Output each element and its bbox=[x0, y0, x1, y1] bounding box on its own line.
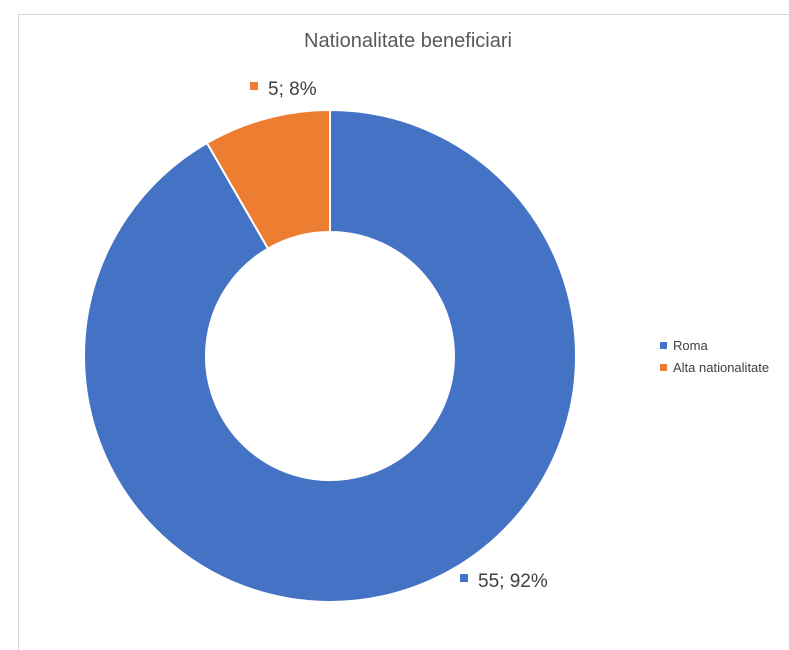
data-label-marker-roma bbox=[460, 574, 468, 582]
legend-swatch-roma bbox=[660, 341, 667, 349]
data-label-roma: 55; 92% bbox=[460, 571, 548, 592]
data-label-alta-nationalitate: 5; 8% bbox=[250, 79, 317, 100]
data-label-text-roma: 55; 92% bbox=[478, 571, 548, 592]
chart-border-left bbox=[18, 14, 19, 650]
data-label-text-alta-nationalitate: 5; 8% bbox=[268, 79, 317, 100]
legend-item-roma: Roma bbox=[660, 334, 769, 356]
slice-alta-nationalitate bbox=[205, 108, 331, 250]
data-label-marker-alta-nationalitate bbox=[250, 82, 258, 90]
legend-swatch-alta-nationalitate bbox=[660, 363, 667, 371]
legend-label-roma: Roma bbox=[673, 337, 708, 353]
chart-legend: Roma Alta nationalitate bbox=[660, 334, 769, 378]
slice-roma bbox=[83, 108, 577, 603]
legend-item-alta-nationalitate: Alta nationalitate bbox=[660, 356, 769, 378]
chart-border-top bbox=[18, 14, 789, 15]
chart-title: Nationalitate beneficiari bbox=[304, 30, 512, 52]
legend-label-alta-nationalitate: Alta nationalitate bbox=[673, 359, 770, 375]
